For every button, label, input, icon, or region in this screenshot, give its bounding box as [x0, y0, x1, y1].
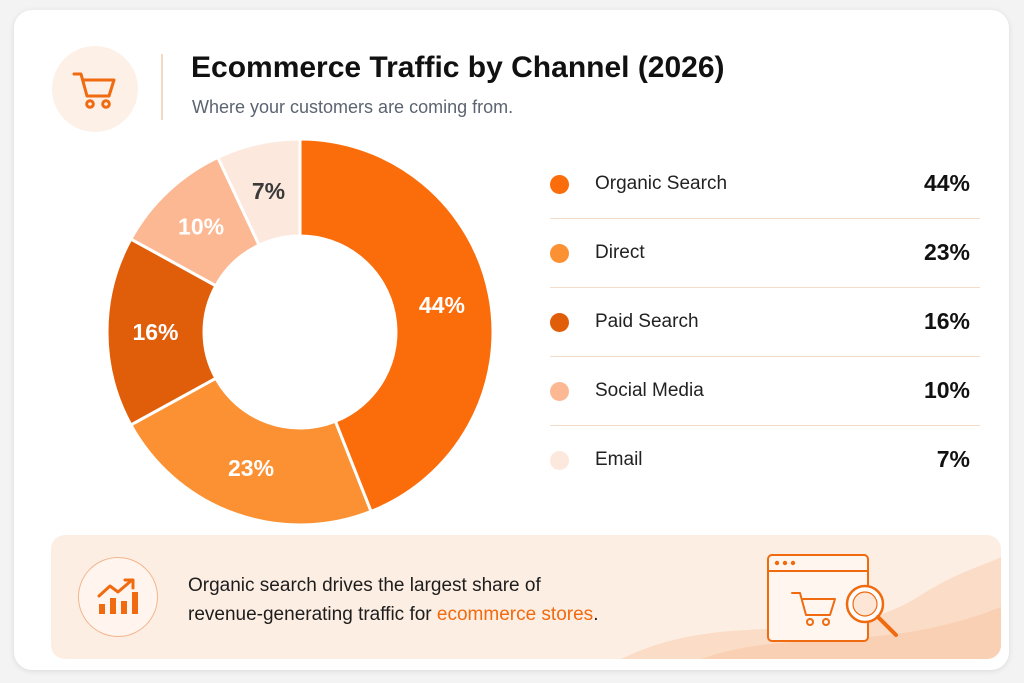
- donut-slice-organic-search: [298, 137, 495, 513]
- infographic-card: Ecommerce Traffic by Channel (2026) Wher…: [14, 10, 1009, 670]
- browser-cart-search-illustration: [767, 554, 898, 642]
- donut-label-organic-search: 44%: [419, 292, 465, 318]
- legend-swatch: [550, 175, 569, 194]
- insight-line-2-text: revenue-generating traffic for: [188, 604, 437, 625]
- legend-label: Social Media: [595, 380, 704, 401]
- donut-label-direct: 23%: [228, 455, 274, 481]
- donut-chart: 44% 23% 16% 10% 7%: [105, 137, 495, 527]
- donut-slice-paid-search: [105, 237, 218, 427]
- legend-value: 7%: [936, 446, 970, 472]
- legend-swatch: [550, 244, 569, 263]
- donut-label-email: 7%: [252, 178, 285, 204]
- title-divider: [161, 54, 163, 120]
- page-subtitle: Where your customers are coming from.: [192, 97, 514, 117]
- growth-chart-icon: [78, 557, 158, 637]
- legend-swatch: [550, 451, 569, 470]
- donut-label-paid-search: 16%: [132, 319, 178, 345]
- insight-banner: Organic search drives the largest share …: [51, 535, 1001, 659]
- legend-swatch: [550, 313, 569, 332]
- insight-suffix: .: [593, 604, 599, 625]
- donut-label-social-media: 10%: [178, 214, 224, 240]
- legend-label: Organic Search: [595, 173, 728, 194]
- insight-line-1: Organic search drives the largest share …: [188, 575, 541, 596]
- legend-value: 44%: [923, 170, 970, 196]
- legend-value: 16%: [923, 308, 970, 334]
- legend-value: 23%: [923, 239, 970, 265]
- legend-value: 10%: [923, 377, 970, 403]
- legend-item-paid-search: Paid Search 16%: [550, 288, 980, 357]
- legend-label: Email: [595, 449, 643, 470]
- legend-label: Direct: [595, 242, 645, 263]
- insight-highlight: ecommerce stores: [436, 604, 594, 625]
- donut-slice-direct: [129, 376, 373, 527]
- legend-item-direct: Direct 23%: [550, 219, 980, 288]
- legend-item-organic-search: Organic Search 44%: [550, 150, 980, 219]
- legend-item-email: Email 7%: [550, 426, 980, 494]
- decorative-wave: [621, 557, 1001, 659]
- shopping-cart-icon: [52, 46, 138, 132]
- chart-legend: Organic Search 44% Direct 23% Paid Searc…: [550, 150, 980, 494]
- donut-slice-email: [216, 137, 302, 247]
- legend-label: Paid Search: [595, 311, 699, 332]
- insight-text: Organic search drives the largest share …: [188, 571, 708, 629]
- legend-swatch: [550, 382, 569, 401]
- insight-line-2: revenue-generating traffic for ecommerce…: [188, 600, 708, 629]
- page-title: Ecommerce Traffic by Channel (2026): [191, 51, 725, 84]
- legend-item-social-media: Social Media 10%: [550, 357, 980, 426]
